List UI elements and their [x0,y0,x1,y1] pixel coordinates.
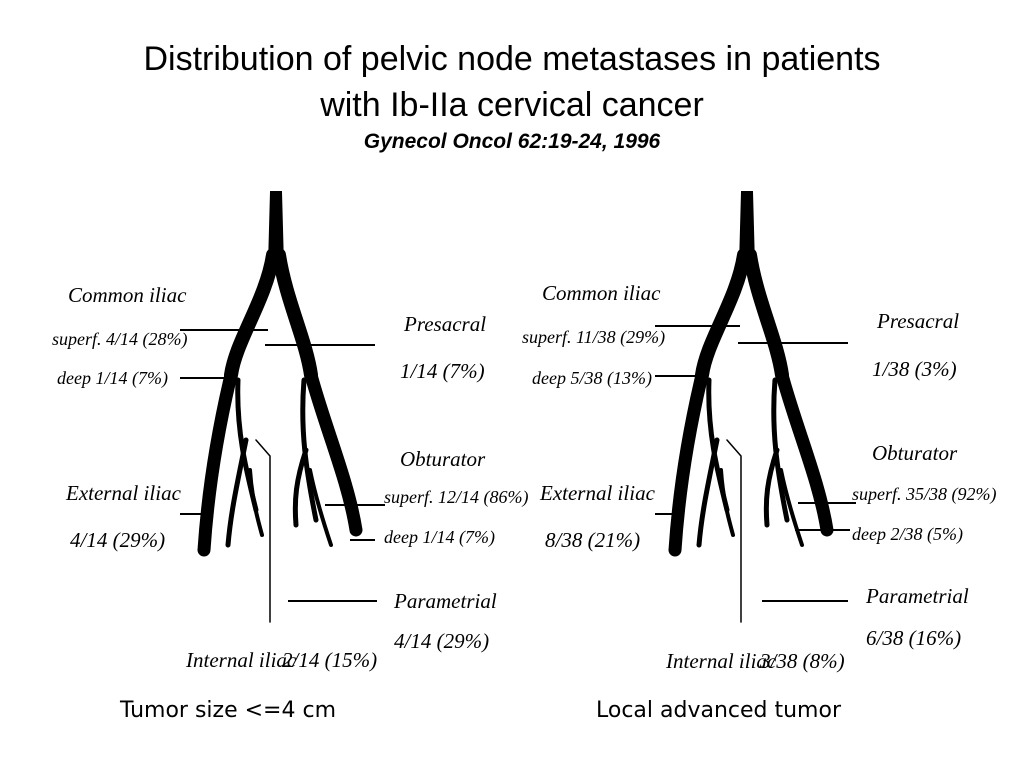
right-caption: Local advanced tumor [596,698,841,723]
left-external-iliac-value: 4/14 (29%) [70,528,165,552]
right-common-iliac-superf: superf. 11/38 (29%) [522,327,665,348]
left-presacral-value: 1/14 (7%) [400,359,485,383]
citation: Gynecol Oncol 62:19-24, 1996 [363,130,661,153]
right-internal-iliac-label: Internal iliac [665,649,777,673]
left-common-iliac-superf: superf. 4/14 (28%) [52,329,187,350]
left-external-iliac-label: External iliac [65,481,182,505]
right-pointer-lines [655,325,856,602]
right-external-iliac-value: 8/38 (21%) [545,528,640,552]
left-parametrial-value: 4/14 (29%) [394,629,489,653]
right-parametrial-value: 6/38 (16%) [866,626,961,650]
left-diagram: Common iliac superf. 4/14 (28%) deep 1/1… [52,192,528,672]
left-vessel-tree [204,192,356,622]
right-parametrial-label: Parametrial [865,584,969,608]
left-obturator-label: Obturator [400,447,486,471]
right-obturator-label: Obturator [872,441,958,465]
left-pointer-lines [180,329,385,602]
title-line-1: Distribution of pelvic node metastases i… [143,40,881,78]
right-vessel-tree [675,192,827,622]
left-internal-iliac-label: Internal iliac [185,648,297,672]
right-presacral-label: Presacral [876,309,959,333]
right-obturator-superf: superf. 35/38 (92%) [852,484,996,505]
right-internal-iliac-value: 3/38 (8%) [759,649,845,673]
left-common-iliac-deep: deep 1/14 (7%) [57,368,168,389]
left-internal-iliac-value: 2/14 (15%) [282,648,377,672]
right-common-iliac-label: Common iliac [542,281,661,305]
right-presacral-value: 1/38 (3%) [872,357,957,381]
left-obturator-deep: deep 1/14 (7%) [384,527,495,548]
left-parametrial-label: Parametrial [393,589,497,613]
right-common-iliac-deep: deep 5/38 (13%) [532,368,652,389]
title-line-2: with Ib-IIa cervical cancer [320,86,704,124]
right-external-iliac-label: External iliac [539,481,656,505]
slide-title: Distribution of pelvic node metastases i… [0,36,1024,128]
right-diagram: Common iliac superf. 11/38 (29%) deep 5/… [522,192,996,673]
left-obturator-superf: superf. 12/14 (86%) [384,487,528,508]
left-common-iliac-label: Common iliac [68,283,187,307]
left-caption: Tumor size <=4 cm [120,698,337,723]
right-obturator-deep: deep 2/38 (5%) [852,524,963,545]
left-presacral-label: Presacral [403,312,486,336]
